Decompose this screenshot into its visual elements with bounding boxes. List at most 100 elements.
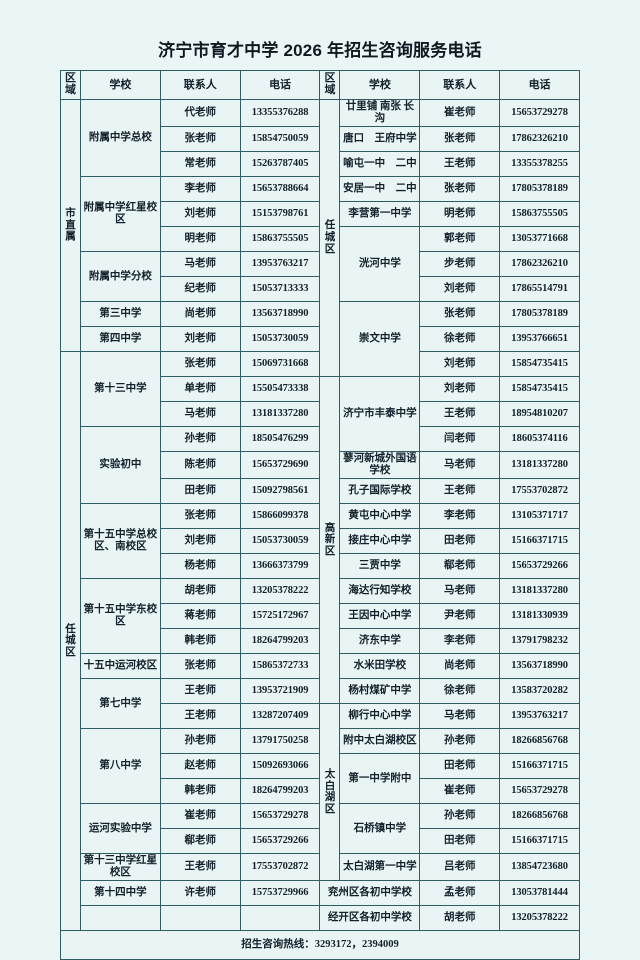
school-name-right: 黄屯中心中学 [339,503,421,530]
contact-name-left: 张老师 [159,503,241,530]
phone-number-right: 17862326210 [499,126,580,153]
table-row: 纪老师 15053713333 刘老师 17865514791 [61,276,580,303]
phone-number-right: 13854723680 [499,853,580,882]
contact-name-right: 马老师 [419,703,501,730]
contact-name-right: 马老师 [419,578,501,605]
school-name-right: 喻屯一中 二中 [339,151,421,178]
contact-name-right: 尹老师 [419,603,501,630]
school-name-left: 第十五中学总校区、南校区 [80,503,161,580]
table-row: 张老师 15854750059 唐口 王府中学 张老师 17862326210 [61,126,580,153]
contact-name-right: 胡老师 [419,905,501,932]
school-name-right: 济东中学 [339,628,421,655]
header-school-right: 学校 [339,70,421,100]
page-root: 济宁市育才中学 2026 年招生咨询服务电话 区 域 学校 联系人 电话 区 域… [60,41,580,960]
school-name-right: 安居一中 二中 [339,176,421,203]
header-region-left: 区 域 [60,70,81,100]
phone-number-left: 13287207409 [239,703,321,730]
phone-number-right: 13953763217 [499,703,580,730]
contact-name-left: 张老师 [159,126,241,153]
phone-number-right: 15653729278 [499,778,580,805]
phone-number-left: 15505473338 [239,376,321,403]
phone-number-left: 13563718990 [239,301,321,328]
contact-name-left: 王老师 [159,678,241,705]
phone-number-left: 15092798561 [239,478,321,505]
header-region-left-char1: 区 [65,72,76,85]
phone-number-right: 13205378222 [499,905,580,932]
contact-name-left: 尚老师 [159,301,241,328]
header-phone-left: 电话 [239,70,321,100]
table-footer: 招生咨询热线：3293172，2394009 [60,930,580,960]
table-row: 田老师 15092798561 孔子国际学校 王老师 17553702872 [61,478,580,505]
contact-name-left: 韩老师 [159,778,241,805]
region-label-text: 太白湖区 [324,768,336,816]
contact-name-right: 李老师 [419,503,501,530]
table-row: 赵老师 15092693066 第一中学附中 田老师 15166371715 [61,753,580,805]
phone-number-right: 13791798232 [499,628,580,655]
region-label-left: 任城区 [60,351,81,932]
contact-name-right: 张老师 [419,301,501,328]
phone-number-left: 15653729278 [239,803,321,830]
header-region-right-char2: 域 [324,84,336,96]
table-body: 市直属附属中学总校 代老师 13355376288 任城区廿里铺 南张 长沟 崔老师 15… [60,98,580,932]
school-name-right: 太白湖第一中学 [339,853,421,882]
contact-name-right: 王老师 [419,151,501,178]
school-name-right: 蓼河新城外国语学校 [339,451,421,480]
school-name-left: 实验初中 [80,426,161,505]
contact-name-left: 王老师 [159,703,241,730]
table-row: 第三中学 尚老师 13563718990 崇文中学 张老师 17805378189 [61,301,580,378]
phone-number-left: 13181337280 [239,401,321,428]
contact-name-right: 李老师 [419,628,501,655]
header-region-left-char2: 域 [65,84,76,96]
phone-number-left: 18264799203 [239,628,321,655]
header-contact-left: 联系人 [159,70,241,100]
school-name-left: 第十三中学红星校区 [80,853,161,882]
phone-table-container: 区 域 学校 联系人 电话 区 域 学校 联系人 电话 市直属 附属中学总校 代老师… [60,70,580,960]
phone-number-right: 13053771668 [499,226,580,253]
contact-name-left: 赵老师 [159,753,241,780]
phone-number-right: 13583720282 [499,678,580,705]
table-row: 明老师 15863755505 洸河中学 郭老师 13053771668 [61,226,580,303]
phone-number-right: 17805378189 [499,176,580,203]
table-row: 经开区各初中学校 胡老师 13205378222 [61,905,580,932]
school-name-right: 附中太白湖校区 [339,728,421,755]
header-contact-right: 联系人 [419,70,501,100]
contact-name-left: 张老师 [159,351,241,378]
contact-name-left: 胡老师 [159,578,241,605]
phone-number-left: 15263787405 [239,151,321,178]
school-name-right: 王因中心中学 [339,603,421,630]
contact-name-left: 杨老师 [159,553,241,580]
contact-name-right: 尚老师 [419,653,501,680]
footer-row: 招生咨询热线：3293172，2394009 [60,930,580,960]
phone-number-right: 13053781444 [499,880,580,907]
table-row: 第十五中学总校区、南校区 张老师 15866099378 黄屯中心中学 李老师 13105… [61,503,580,580]
school-name-right: 济宁市丰泰中学 [339,376,421,453]
phone-number-right: 13953766651 [499,326,580,353]
enrollment-phone-table: 区 域 学校 联系人 电话 区 域 学校 联系人 电话 市直属 附属中学总校 代老师… [60,70,580,960]
contact-name-right: 崔老师 [419,98,501,128]
school-name-right: 崇文中学 [339,301,421,378]
phone-number-left: 13205378222 [239,578,321,605]
table-row: 刘老师 15153798761 李营第一中学 明老师 15863755505 [61,201,580,228]
contact-name-right: 孙老师 [419,728,501,755]
contact-name-left: 李老师 [159,176,241,203]
region-label-text: 高新区 [324,522,336,558]
table-row: 韩老师 18264799203 崔老师 15653729278 [61,778,580,805]
contact-name-left: 陈老师 [159,451,241,480]
contact-name-left: 郗老师 [159,828,241,855]
phone-number-right: 17865514791 [499,276,580,303]
phone-number-right: 15166371715 [499,528,580,555]
table-row: 第四中学 刘老师 15053730059 徐老师 13953766651 [61,326,580,353]
phone-number-right: 15854735415 [499,351,580,378]
phone-number-left: 13666373799 [239,553,321,580]
school-name-right: 廿里铺 南张 长沟 [339,98,421,128]
phone-number-left: 15653729266 [239,828,321,855]
phone-number-left: 15725172967 [239,603,321,630]
table-row: 蒋老师 15725172967 王因中心中学 尹老师 13181330939 [61,603,580,630]
header-row: 区 域 学校 联系人 电话 区 域 学校 联系人 电话 [60,70,580,100]
school-name-right: 水米田学校 [339,653,421,680]
region-label-right: 太白湖区 [319,703,341,882]
phone-number-left: 15053730059 [239,326,321,353]
header-region-right-char1: 区 [324,72,336,85]
phone-number-left: 17553702872 [239,853,321,882]
phone-number-left: 15153798761 [239,201,321,228]
